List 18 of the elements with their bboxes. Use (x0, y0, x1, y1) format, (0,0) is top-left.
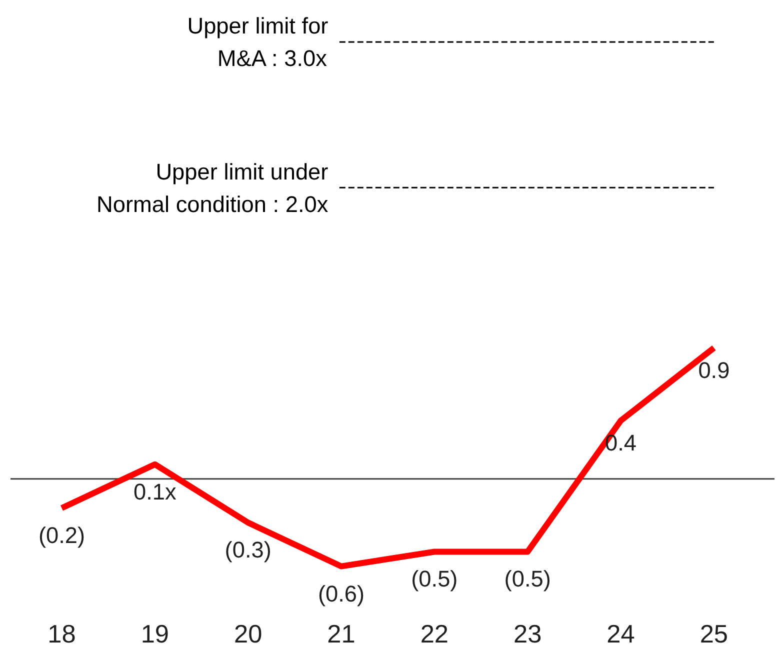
data-label: 0.9 (698, 356, 730, 383)
data-label: (0.5) (411, 566, 458, 592)
data-label: (0.3) (224, 536, 272, 563)
x-tick-label: 24 (606, 620, 635, 645)
ref-line-label: Upper limit under Normal condition : 2.0x (96, 158, 329, 217)
data-label: (0.2) (38, 522, 86, 548)
x-tick-label: 25 (700, 620, 728, 645)
x-tick-label: 23 (514, 620, 542, 645)
x-tick-label: 21 (327, 620, 356, 645)
x-tick-label: 20 (234, 620, 262, 645)
data-label: 0.4 (605, 430, 637, 456)
data-label: (0.6) (318, 580, 365, 606)
x-tick-label: 19 (140, 620, 170, 645)
x-tick-label: 18 (48, 620, 76, 645)
data-label: 0.1x (134, 478, 177, 504)
x-tick-label: 22 (420, 620, 449, 645)
ref-line-label: Upper limit for M&A : 3.0x (187, 12, 329, 72)
data-label: (0.5) (504, 566, 551, 592)
